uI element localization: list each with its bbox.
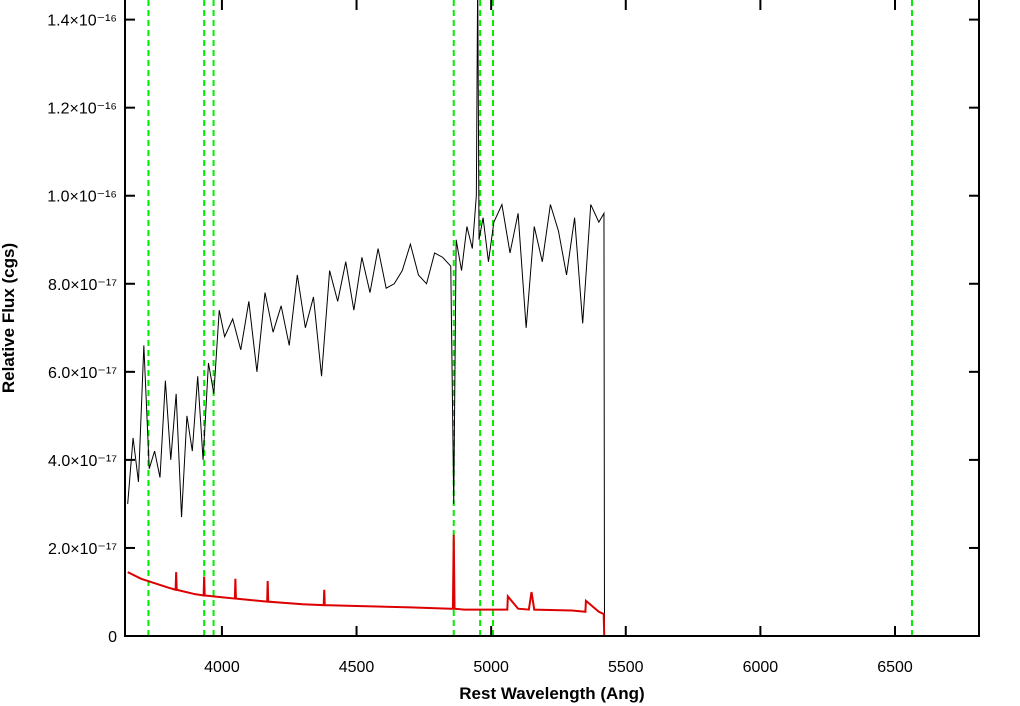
y-tick-label: 0 [108, 629, 117, 646]
y-tick-label: 1.4×10⁻¹⁶ [47, 13, 117, 30]
x-tick-label: 5500 [608, 659, 644, 676]
x-tick-label: 4000 [204, 659, 240, 676]
axes-frame [124, 0, 980, 637]
spectrum-line [127, 534, 979, 636]
y-tick-label: 1.0×10⁻¹⁶ [47, 189, 117, 206]
y-axis-label: Relative Flux (cgs) [0, 243, 18, 393]
y-tick-label: 6.0×10⁻¹⁷ [48, 365, 117, 382]
y-tick-label: 1.2×10⁻¹⁶ [47, 101, 117, 118]
y-tick-label: 4.0×10⁻¹⁷ [48, 453, 117, 470]
y-tick-label: 2.0×10⁻¹⁷ [48, 541, 117, 558]
plot-area [127, 0, 979, 636]
x-tick-label: 5000 [473, 659, 509, 676]
y-tick-label: 8.0×10⁻¹⁷ [48, 277, 117, 294]
x-tick-label: 6500 [877, 659, 913, 676]
spectrum-line [127, 0, 979, 636]
x-tick-label: 4500 [339, 659, 375, 676]
x-tick-label: 6000 [743, 659, 779, 676]
x-axis-label: Rest Wavelength (Ang) [459, 684, 644, 703]
